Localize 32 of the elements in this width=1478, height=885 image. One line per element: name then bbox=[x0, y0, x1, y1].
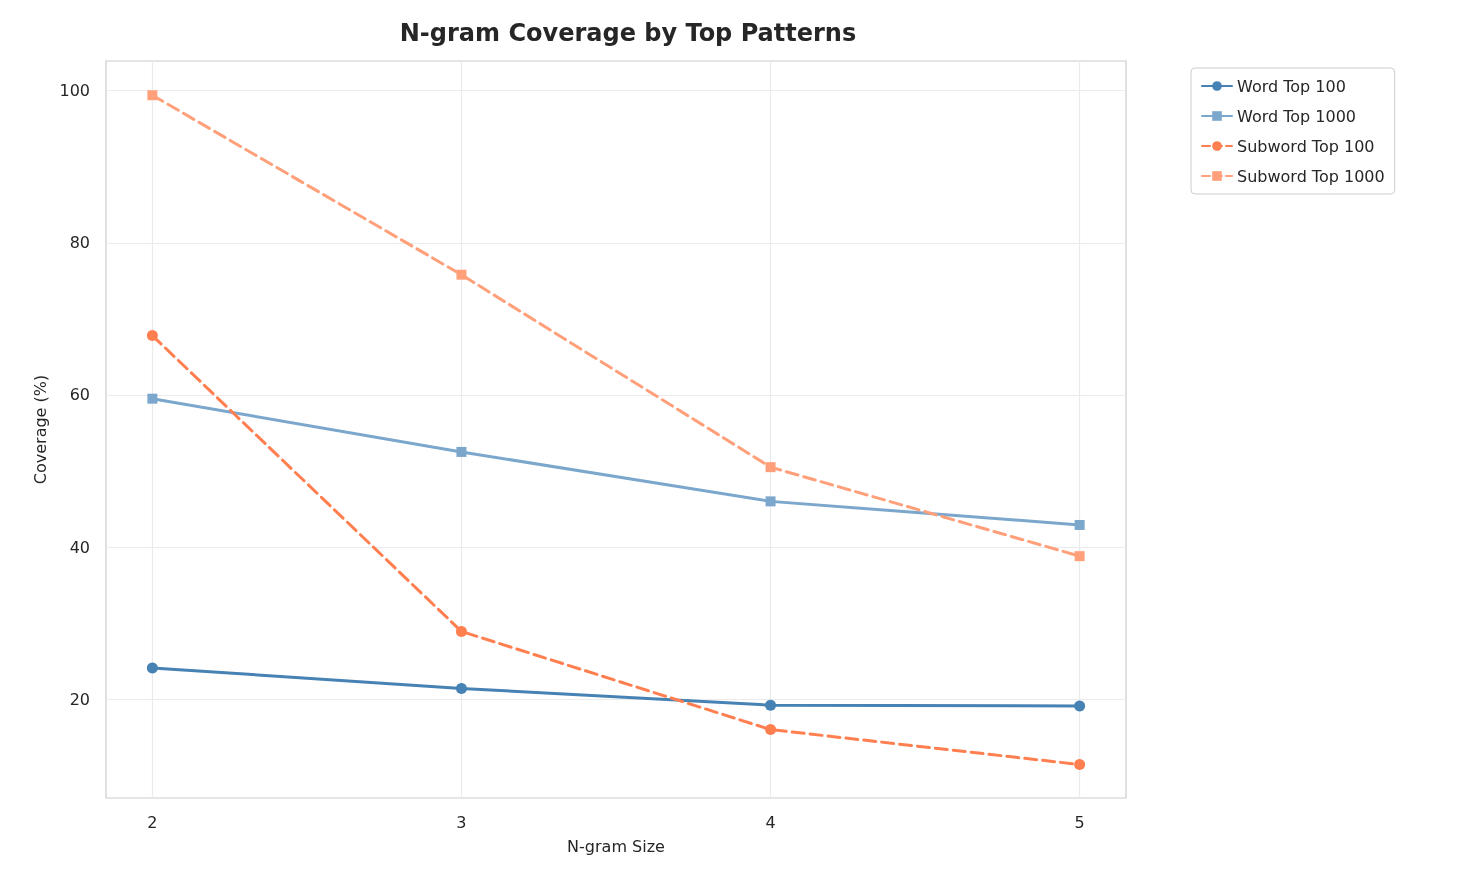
point bbox=[456, 446, 467, 457]
point bbox=[1074, 551, 1085, 562]
point bbox=[1074, 700, 1086, 712]
point bbox=[456, 269, 467, 280]
point bbox=[455, 625, 467, 637]
point bbox=[147, 393, 158, 404]
y-tick-label: 100 bbox=[59, 81, 90, 101]
point bbox=[765, 462, 776, 473]
legend-label: Word Top 100 bbox=[1237, 76, 1346, 96]
x-tick-label: 4 bbox=[765, 812, 776, 832]
point bbox=[146, 662, 158, 674]
point bbox=[765, 496, 776, 507]
point bbox=[765, 724, 777, 736]
y-tick-label: 60 bbox=[69, 385, 90, 405]
y-tick-label: 20 bbox=[69, 689, 90, 709]
y-axis-title: Coverage (%) bbox=[30, 374, 50, 485]
point bbox=[765, 699, 777, 711]
point bbox=[1074, 759, 1086, 771]
point bbox=[1074, 519, 1085, 530]
x-tick-label: 3 bbox=[456, 812, 467, 832]
legend-label: Word Top 1000 bbox=[1237, 106, 1357, 126]
x-tick-label: 5 bbox=[1074, 812, 1085, 832]
point bbox=[146, 330, 158, 342]
x-axis-title: N-gram Size bbox=[567, 836, 665, 856]
point bbox=[147, 90, 158, 101]
legend-label: Subword Top 100 bbox=[1237, 136, 1375, 156]
legend-label: Subword Top 1000 bbox=[1237, 166, 1385, 186]
point bbox=[455, 682, 467, 694]
chart-title: N-gram Coverage by Top Patterns bbox=[399, 19, 857, 47]
x-tick-label: 2 bbox=[147, 812, 158, 832]
y-tick-label: 80 bbox=[69, 233, 90, 253]
y-tick-label: 40 bbox=[69, 537, 90, 557]
